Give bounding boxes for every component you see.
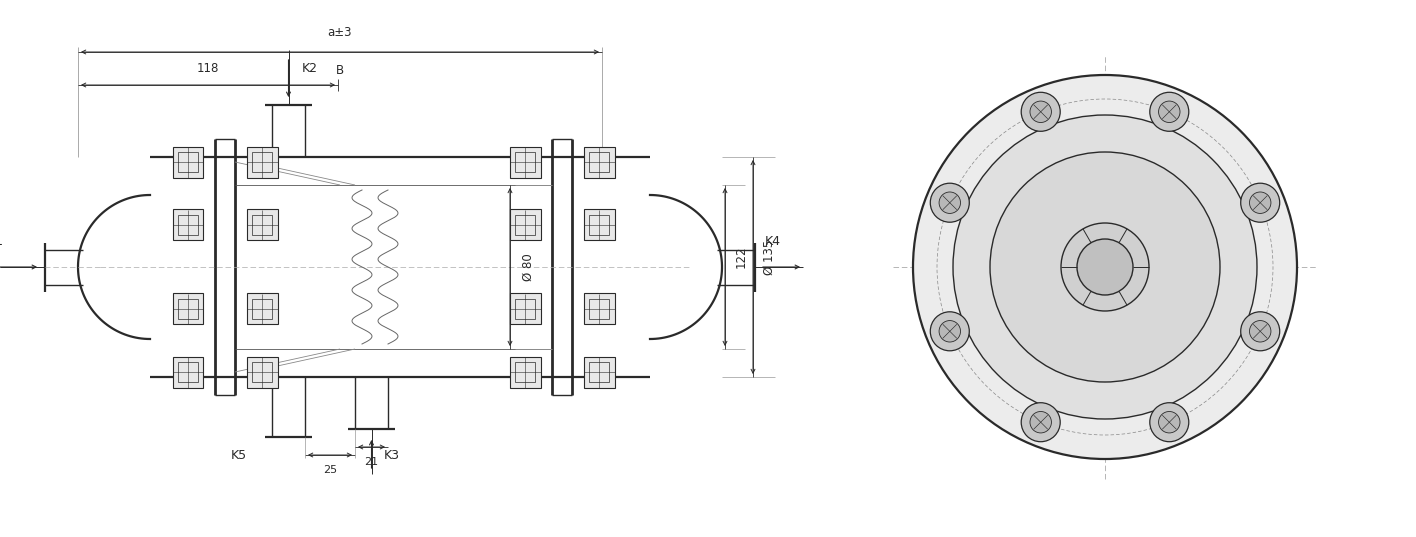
Circle shape [1078,239,1133,295]
Bar [178,299,198,319]
Circle shape [1158,101,1180,122]
Text: Ø 80: Ø 80 [523,253,535,281]
Bar [583,294,615,324]
Bar [589,362,609,382]
Text: K1: K1 [0,235,4,248]
Text: K5: K5 [231,449,246,462]
Circle shape [913,75,1297,459]
Bar [178,152,198,172]
Circle shape [1021,403,1061,442]
Bar [510,147,541,178]
Circle shape [1249,192,1272,213]
Bar [589,299,609,319]
Circle shape [930,312,970,351]
Bar [515,215,535,235]
Bar [515,299,535,319]
Text: 25: 25 [323,465,337,475]
Bar [589,152,609,172]
Bar [515,152,535,172]
Bar [178,362,198,382]
Bar [510,357,541,388]
Bar [173,294,204,324]
Circle shape [1249,321,1272,342]
Text: 21: 21 [364,457,378,467]
Bar [246,147,278,178]
Circle shape [939,192,960,213]
Bar [246,357,278,388]
Circle shape [939,321,960,342]
Text: K2: K2 [302,62,317,75]
Bar [252,215,272,235]
Bar [510,294,541,324]
Bar [178,215,198,235]
Bar [252,362,272,382]
Bar [510,209,541,241]
Circle shape [1021,92,1061,131]
Circle shape [1240,183,1280,222]
Circle shape [1029,411,1052,433]
Bar [173,147,204,178]
Circle shape [1158,411,1180,433]
Circle shape [953,115,1257,419]
Bar [583,357,615,388]
Circle shape [930,183,970,222]
Bar [173,357,204,388]
Bar [252,152,272,172]
Bar [252,299,272,319]
Circle shape [1240,312,1280,351]
Text: Ø 135: Ø 135 [763,240,776,274]
Text: K4: K4 [765,235,782,248]
Bar [583,209,615,241]
Text: B: B [336,64,344,77]
Text: 118: 118 [197,62,219,75]
Circle shape [1061,223,1148,311]
Text: a±3: a±3 [327,26,353,39]
Circle shape [1029,101,1052,122]
Bar [173,209,204,241]
Bar [246,209,278,241]
Bar [515,362,535,382]
Circle shape [1150,403,1189,442]
Circle shape [1150,92,1189,131]
Circle shape [990,152,1221,382]
Text: 122: 122 [735,246,748,268]
Text: K3: K3 [384,449,399,462]
Bar [589,215,609,235]
Bar [583,147,615,178]
Bar [246,294,278,324]
